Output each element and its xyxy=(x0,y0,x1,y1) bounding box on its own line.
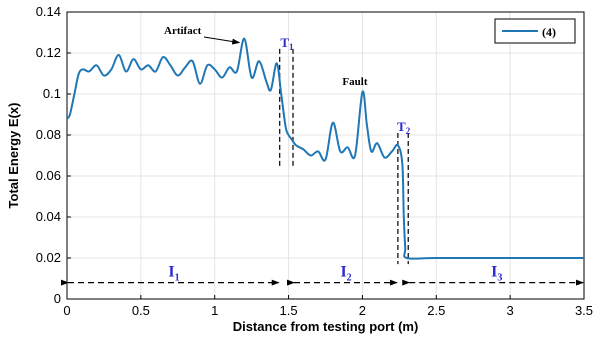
threshold-label: T1 xyxy=(280,35,294,52)
ticks: 0 0.5 1 1.5 2 2.5 3 3.5 0 0.02 0.04 0.06 0.08 0.1 0.12… xyxy=(36,4,593,318)
artifact-arrow xyxy=(203,36,241,45)
x-tick-label: 0.5 xyxy=(132,303,150,318)
fault-label: Fault xyxy=(342,76,367,88)
threshold-label: T2 xyxy=(397,119,411,136)
threshold-subscript: 1 xyxy=(289,42,294,52)
interval-subscript: 1 xyxy=(175,273,180,284)
x-tick-label: 1.5 xyxy=(280,303,298,318)
interval-label: I1 xyxy=(168,264,179,284)
y-tick-label: 0.14 xyxy=(36,4,61,19)
legend: (4) xyxy=(494,18,576,44)
plot-frame xyxy=(66,11,585,300)
x-tick-label: 2.5 xyxy=(427,303,445,318)
x-tick-label: 0 xyxy=(63,303,70,318)
y-tick-label: 0.04 xyxy=(36,209,61,224)
x-axis-title: Distance from testing port (m) xyxy=(233,319,419,334)
grid xyxy=(66,11,585,300)
y-axis-title: Total Energy E(x) xyxy=(6,103,21,209)
y-tick-label: 0.06 xyxy=(36,168,61,183)
annotation-layer: T1 T2 I1 I2 I3 Artifact Fault xyxy=(61,25,584,286)
legend-label: (4) xyxy=(542,25,556,39)
y-tick-label: 0.02 xyxy=(36,250,61,265)
interval-label: I3 xyxy=(491,264,502,284)
series-line xyxy=(66,37,584,260)
x-tick-label: 3 xyxy=(507,303,514,318)
y-tick-label: 0.08 xyxy=(36,127,61,142)
x-tick-label: 3.5 xyxy=(575,303,593,318)
x-tick-label: 2 xyxy=(359,303,366,318)
y-tick-label: 0.12 xyxy=(36,45,61,60)
interval-subscript: 2 xyxy=(347,273,352,284)
y-tick-label: 0.1 xyxy=(43,86,61,101)
artifact-label: Artifact xyxy=(164,25,202,37)
threshold-subscript: 2 xyxy=(406,126,411,136)
x-tick-label: 1 xyxy=(211,303,218,318)
interval-subscript: 3 xyxy=(497,273,502,284)
y-tick-label: 0 xyxy=(54,291,61,306)
interval-label: I2 xyxy=(340,264,351,284)
